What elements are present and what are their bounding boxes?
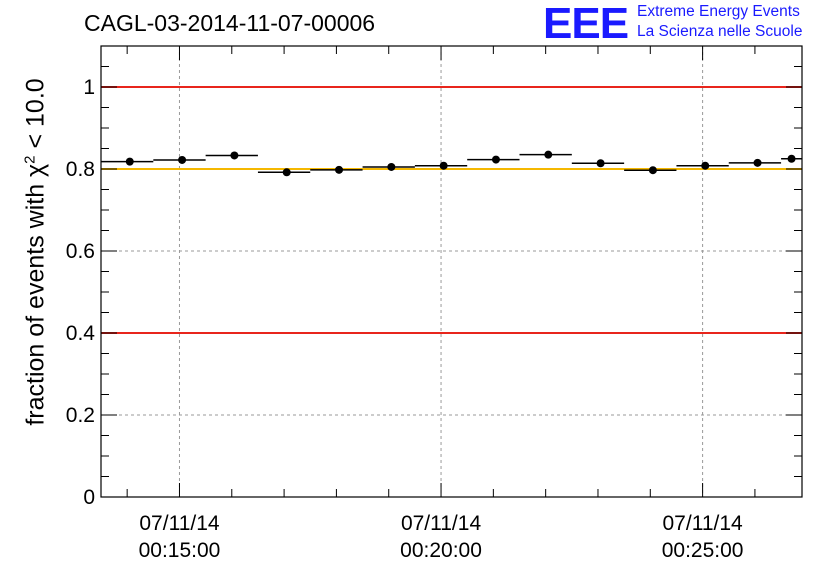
data-point — [544, 150, 553, 159]
data-point — [491, 155, 500, 164]
data-point — [178, 155, 187, 164]
y-tick-label: 0.2 — [66, 404, 95, 427]
data-point — [230, 151, 239, 160]
x-tick-label-time: 00:20:00 — [400, 539, 482, 562]
data-point — [596, 159, 605, 168]
logo-line-2: La Scienza nelle Scuole — [637, 23, 803, 40]
data-point — [753, 158, 762, 167]
data-point — [701, 161, 710, 170]
y-tick-label: 0 — [83, 486, 95, 509]
x-tick-label-date: 07/11/14 — [139, 512, 220, 535]
y-tick-label: 0.6 — [66, 240, 95, 263]
x-tick-label-date: 07/11/14 — [663, 512, 744, 535]
y-tick-label: 0.8 — [66, 158, 95, 181]
x-tick-label-date: 07/11/14 — [401, 512, 482, 535]
logo-line-1: Extreme Energy Events — [637, 3, 800, 20]
y-tick-label: 1 — [83, 76, 95, 99]
x-tick-label-time: 00:25:00 — [662, 539, 744, 562]
data-point — [439, 161, 448, 170]
data-point — [648, 166, 657, 175]
data-point — [335, 165, 344, 174]
logo-mark: EEE — [543, 0, 629, 48]
chart-title: CAGL-03-2014-11-07-00006 — [84, 10, 376, 36]
data-point — [787, 154, 796, 163]
y-tick-label: 0.4 — [66, 322, 96, 345]
data-point — [125, 157, 134, 166]
x-tick-label-time: 00:15:00 — [139, 539, 221, 562]
plot-frame — [100, 45, 803, 498]
data-point — [387, 162, 396, 171]
data-point — [282, 168, 291, 177]
